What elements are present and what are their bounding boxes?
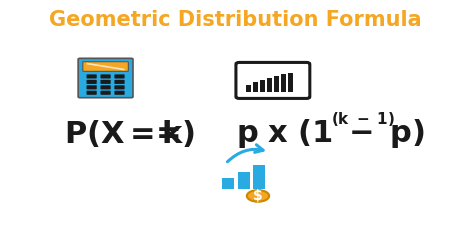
Text: $\mathbf{P(X{=}k)}$: $\mathbf{P(X{=}k)}$	[64, 118, 195, 149]
FancyBboxPatch shape	[78, 58, 133, 98]
Bar	[253, 82, 258, 92]
Text: Geometric Distribution Formula: Geometric Distribution Formula	[49, 10, 422, 30]
FancyBboxPatch shape	[114, 80, 125, 84]
FancyBboxPatch shape	[87, 91, 97, 95]
Bar	[253, 165, 265, 189]
Text: =: =	[155, 119, 181, 148]
FancyBboxPatch shape	[100, 74, 111, 78]
FancyBboxPatch shape	[100, 80, 111, 84]
FancyBboxPatch shape	[114, 74, 125, 78]
Bar	[222, 178, 234, 189]
Bar	[246, 85, 252, 92]
Circle shape	[247, 190, 269, 202]
Bar	[237, 172, 250, 189]
FancyBboxPatch shape	[100, 91, 111, 95]
FancyBboxPatch shape	[114, 91, 125, 95]
Bar	[274, 76, 279, 92]
FancyBboxPatch shape	[83, 62, 128, 71]
Bar	[281, 74, 286, 92]
FancyBboxPatch shape	[87, 80, 97, 84]
FancyArrowPatch shape	[228, 145, 263, 162]
Bar	[260, 80, 265, 92]
Bar	[288, 73, 293, 92]
Bar	[267, 78, 273, 92]
Text: $: $	[253, 189, 263, 203]
FancyBboxPatch shape	[100, 85, 111, 89]
FancyBboxPatch shape	[87, 85, 97, 89]
FancyBboxPatch shape	[114, 85, 125, 89]
FancyBboxPatch shape	[87, 74, 97, 78]
Text: $\mathbf{(k\ -\ 1)}$: $\mathbf{(k\ -\ 1)}$	[331, 110, 395, 128]
Text: $\mathbf{p\ x\ (1\ -\ p)}$: $\mathbf{p\ x\ (1\ -\ p)}$	[236, 117, 425, 150]
FancyBboxPatch shape	[236, 62, 310, 98]
